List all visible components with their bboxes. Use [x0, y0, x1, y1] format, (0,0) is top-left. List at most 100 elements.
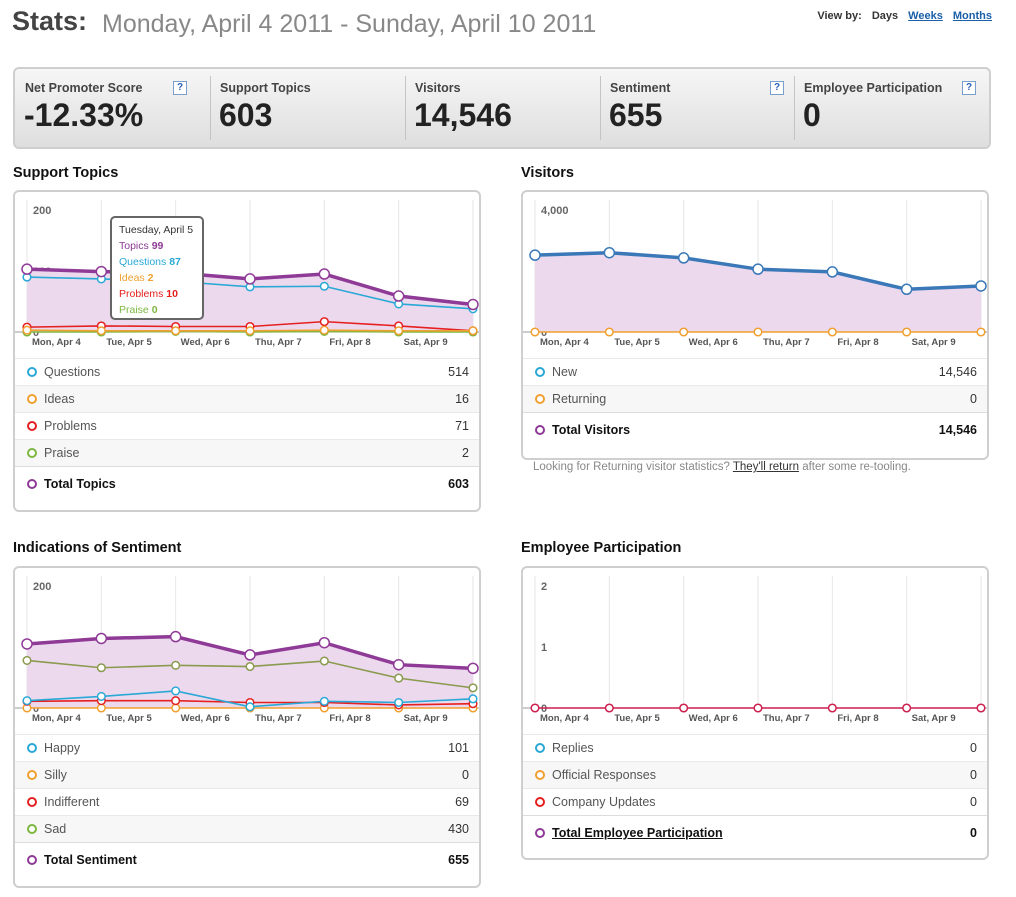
- legend-total-row[interactable]: Total Employee Participation 0: [523, 815, 987, 850]
- x-tick-label: Fri, Apr 8: [329, 713, 370, 724]
- data-point: [171, 703, 181, 713]
- metric-visitors: Visitors 14,546: [405, 69, 599, 147]
- legend-value: 101: [448, 741, 469, 755]
- legend-total-row: Total Visitors 14,546: [523, 412, 987, 447]
- returning-visitors-note: Looking for Returning visitor statistics…: [533, 461, 911, 473]
- legend-total-label: Total Sentiment: [44, 853, 137, 867]
- metric-value: 0: [803, 97, 821, 133]
- series-dot-icon: [27, 743, 37, 753]
- metric-sentiment: Sentiment 655 ?: [600, 69, 794, 147]
- data-point: [826, 266, 839, 278]
- legend-total-row: Total Sentiment 655: [15, 842, 479, 877]
- legend-label: Happy: [44, 741, 81, 755]
- view-weeks-link[interactable]: Weeks: [908, 10, 943, 22]
- legend-value: 16: [455, 392, 469, 406]
- series-area: [535, 252, 981, 332]
- metric-value: 655: [609, 97, 663, 133]
- chart-tooltip: Tuesday, April 5 Topics 99 Questions 87 …: [110, 216, 204, 320]
- legend-row: Problems 71: [15, 412, 479, 439]
- legend-total-label: Total Visitors: [552, 423, 631, 437]
- help-icon[interactable]: ?: [173, 81, 187, 95]
- y-tick-label: 200: [33, 205, 51, 217]
- help-icon[interactable]: ?: [962, 81, 976, 95]
- legend-row: Questions 514: [15, 358, 479, 385]
- legend-value: 14,546: [938, 365, 977, 379]
- y-tick-label: 0: [541, 327, 547, 339]
- legend-label: Questions: [44, 365, 101, 379]
- data-point: [467, 662, 479, 675]
- data-point: [604, 327, 614, 337]
- data-point: [394, 673, 404, 683]
- view-months-link[interactable]: Months: [952, 10, 992, 22]
- series-dot-icon: [27, 367, 37, 377]
- data-point: [467, 298, 479, 311]
- data-point: [603, 246, 616, 259]
- data-point: [318, 268, 331, 280]
- y-tick-label: 4,000: [541, 205, 569, 217]
- x-tick-label: Wed, Apr 6: [689, 713, 738, 724]
- y-tick-label: 0: [33, 703, 39, 715]
- series-dot-icon: [27, 421, 37, 431]
- metric-value: 603: [219, 97, 273, 133]
- data-point: [319, 317, 329, 327]
- section-title-employee-participation: Employee Participation: [521, 540, 682, 556]
- data-point: [169, 630, 182, 643]
- x-tick-label: Thu, Apr 7: [255, 713, 302, 724]
- data-point: [21, 263, 33, 275]
- data-point: [902, 327, 912, 337]
- legend-value: 0: [462, 768, 469, 782]
- data-point: [976, 703, 986, 713]
- legend-row: Indifferent 69: [15, 788, 479, 815]
- legend-total-value: 0: [970, 826, 977, 840]
- tooltip-topics: Topics 99: [119, 240, 164, 252]
- x-tick-label: Tue, Apr 5: [106, 713, 152, 724]
- legend-row: Ideas 16: [15, 385, 479, 412]
- series-dot-icon: [535, 797, 545, 807]
- data-point: [392, 658, 405, 671]
- legend-total-label[interactable]: Total Employee Participation: [552, 826, 723, 840]
- legend-label: Sad: [44, 822, 67, 836]
- metric-employee-participation: Employee Participation 0 ?: [794, 69, 988, 147]
- employee-participation-panel: 2 1 0 Mon, Apr 4 Tue, Apr 5 Wed, Apr 6 Thu, Ap…: [521, 566, 989, 860]
- data-point: [245, 661, 255, 672]
- x-tick-label: Thu, Apr 7: [763, 337, 810, 348]
- legend-total-value: 14,546: [938, 423, 977, 437]
- legend-label: Indifferent: [44, 795, 100, 809]
- x-tick-label: Sat, Apr 9: [912, 337, 956, 348]
- metric-label: Employee Participation: [804, 81, 943, 95]
- legend-value: 514: [448, 365, 469, 379]
- legend-label: Returning: [552, 392, 607, 406]
- legend-label: Silly: [44, 768, 67, 782]
- note-text: Looking for Returning visitor statistics…: [533, 461, 730, 473]
- legend-total-row: Total Topics 603: [15, 466, 479, 501]
- help-icon[interactable]: ?: [770, 81, 784, 95]
- data-point: [900, 283, 913, 296]
- y-tick-label: 0: [33, 327, 39, 339]
- data-point: [171, 326, 181, 336]
- metric-label: Visitors: [415, 81, 461, 95]
- data-point: [22, 325, 32, 335]
- theyll-return-link[interactable]: They'll return: [732, 461, 799, 473]
- metric-value: -12.33%: [24, 97, 144, 133]
- data-point: [244, 273, 256, 285]
- x-tick-label: Sat, Apr 9: [404, 713, 448, 724]
- legend-row: Silly 0: [15, 761, 479, 788]
- legend-label: Ideas: [44, 392, 75, 406]
- y-tick-label: 200: [33, 581, 51, 593]
- series-dot-icon: [27, 824, 37, 834]
- series-dot-icon: [27, 394, 37, 404]
- x-tick-label: Sat, Apr 9: [912, 713, 956, 724]
- series-dot-icon: [535, 770, 545, 780]
- employee-participation-legend: Replies 0 Official Responses 0 Company Updat…: [523, 734, 987, 850]
- legend-label: New: [552, 365, 578, 379]
- data-point: [392, 290, 405, 302]
- data-point: [975, 280, 987, 292]
- y-tick-label: 1: [541, 642, 547, 654]
- x-tick-label: Mon, Apr 4: [32, 337, 81, 348]
- legend-label: Praise: [44, 446, 80, 460]
- legend-row: Praise 2: [15, 439, 479, 466]
- date-range: Monday, April 4 2011 - Sunday, April 10 …: [102, 10, 597, 38]
